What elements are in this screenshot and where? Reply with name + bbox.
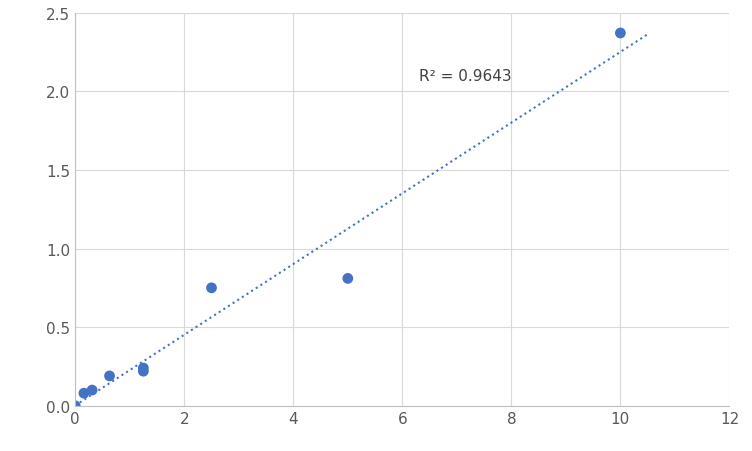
Point [138,364,150,372]
Point [86,387,98,394]
Point [69,402,81,410]
Point [138,368,150,375]
Point [104,373,116,380]
Point [614,30,626,37]
Text: R² = 0.9643: R² = 0.9643 [419,69,511,83]
Point [205,285,217,292]
Point [341,275,353,282]
Point [78,390,90,397]
